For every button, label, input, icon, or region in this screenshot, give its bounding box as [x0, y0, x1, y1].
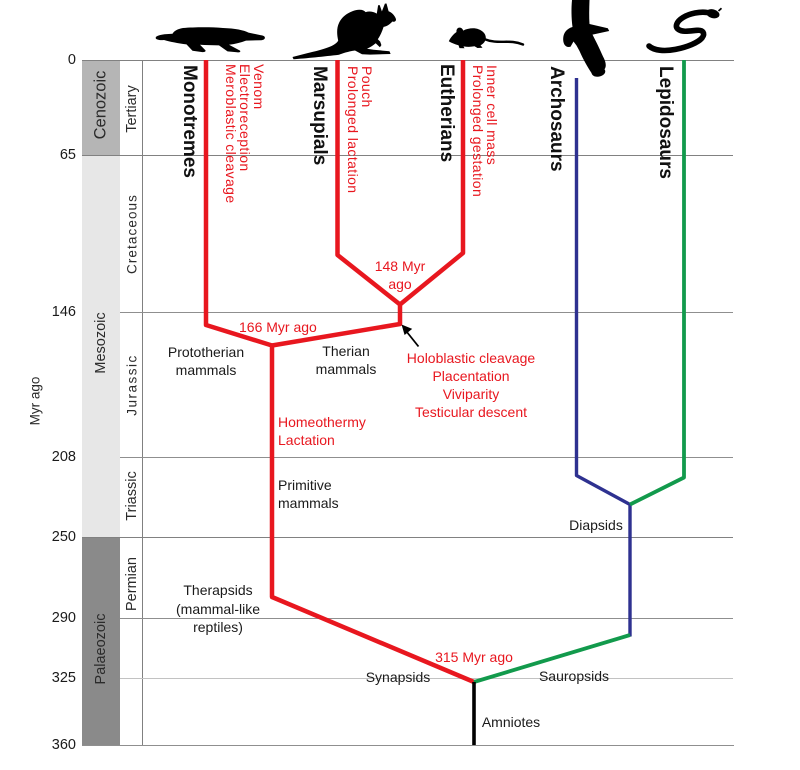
svg-text:Lepidosaurs: Lepidosaurs: [655, 66, 676, 179]
svg-text:Eutherians: Eutherians: [436, 64, 457, 162]
svg-text:Monotremes: Monotremes: [179, 65, 200, 178]
svg-text:Marsupials: Marsupials: [309, 66, 330, 165]
svg-text:Archosaurs: Archosaurs: [546, 66, 567, 172]
